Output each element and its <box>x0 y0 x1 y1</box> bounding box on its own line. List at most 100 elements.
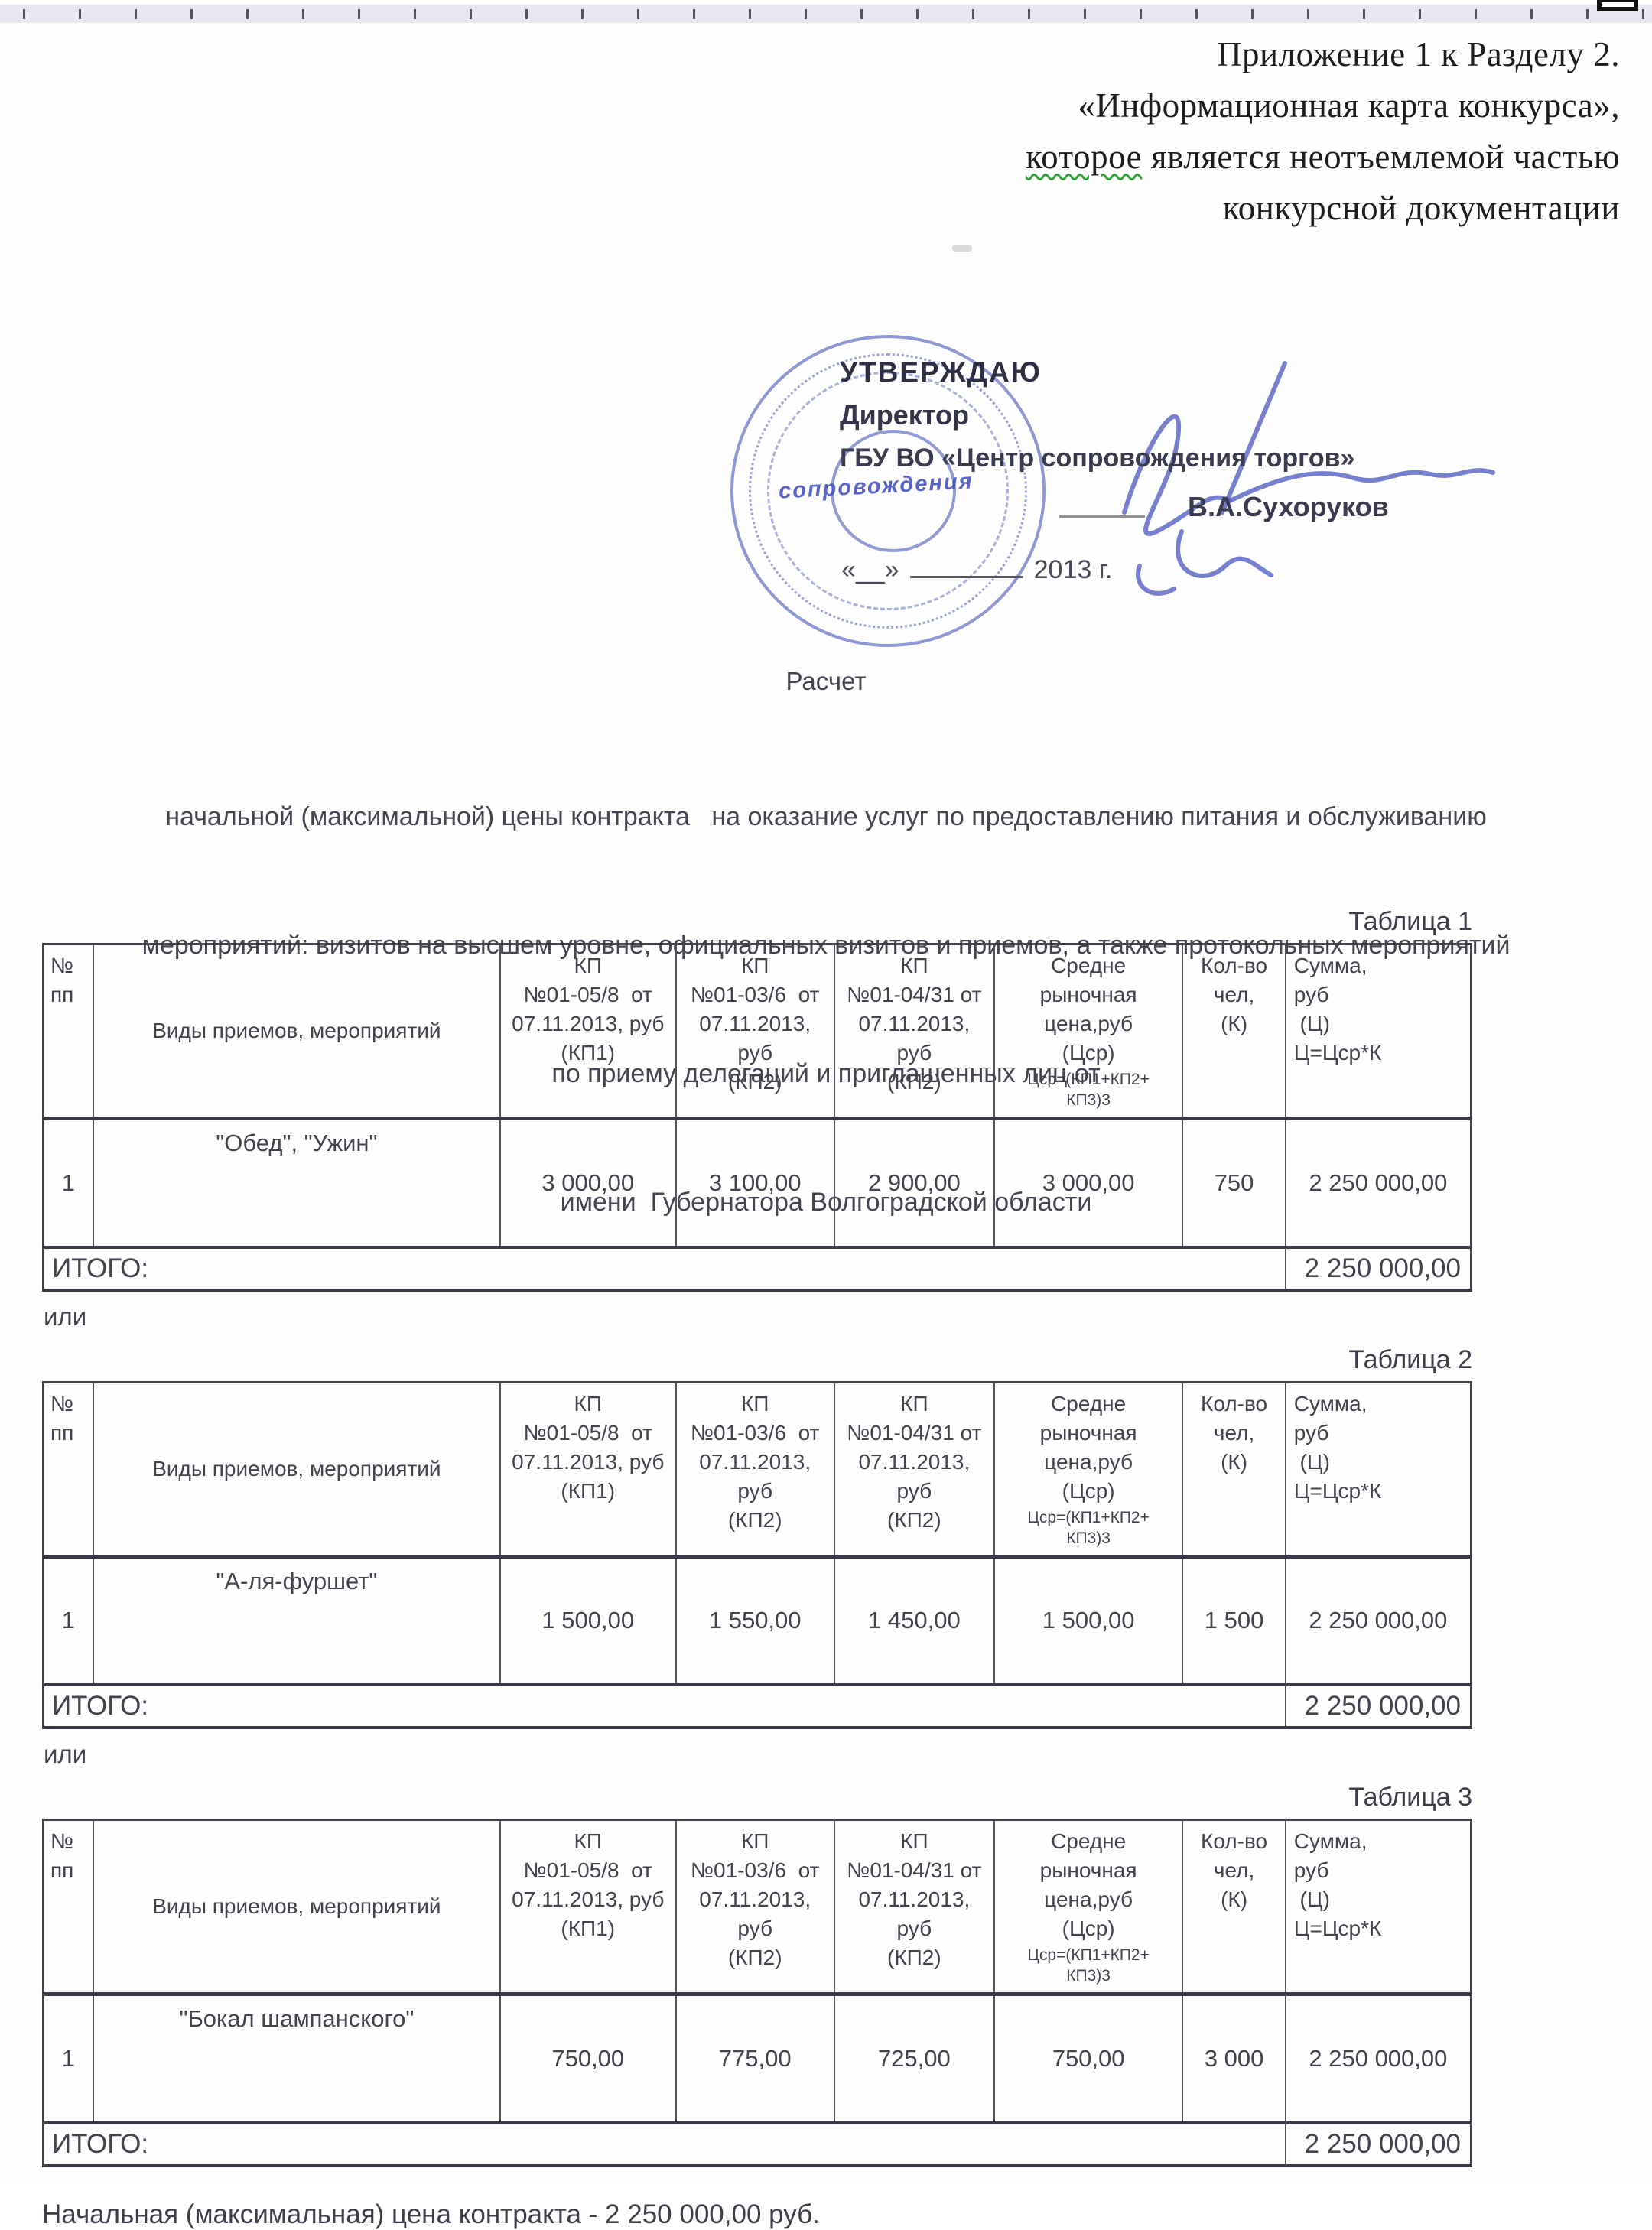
table-cell: 750,00 <box>993 1993 1184 2124</box>
table-cell: 1 450,00 <box>833 1555 995 1686</box>
or-separator: или <box>44 1740 87 1768</box>
total-label: ИТОГО: <box>42 1245 1286 1292</box>
approval-block: сопровождения УТВЕРЖДАЮ Директор ГБУ ВО … <box>0 329 1652 658</box>
table-cell: 2 250 000,00 <box>1284 1555 1472 1686</box>
total-value: 2 250 000,00 <box>1284 2121 1472 2167</box>
column-header: Сумма, руб (Ц) Ц=Цср*К <box>1284 943 1472 1120</box>
table-cell: 2 250 000,00 <box>1284 1117 1472 1248</box>
column-header: Средне рыночная цена,руб (Цср) Цср=(КП1+К… <box>993 1381 1184 1559</box>
table-cell: 2 900,00 <box>833 1117 995 1248</box>
total-row: ИТОГО: 2 250 000,00 <box>42 1245 1472 1292</box>
table-cell: 725,00 <box>833 1993 995 2124</box>
scan-artifact <box>952 245 972 252</box>
table-cell: 1 <box>42 1555 94 1686</box>
total-label: ИТОГО: <box>42 2121 1286 2167</box>
total-row: ИТОГО: 2 250 000,00 <box>42 1683 1472 1729</box>
stamp-outer-ring-icon <box>730 335 1046 647</box>
column-formula: Цср=(КП1+КП2+ КП3)3 <box>1027 1071 1150 1109</box>
table-block-3: Таблица 3 № пп Виды приемов, мероприятий КП… <box>42 1783 1472 2167</box>
column-header: Виды приемов, мероприятий <box>92 1381 501 1559</box>
column-header: КП №01-03/6 от 07.11.2013, руб (КП2) <box>675 943 835 1120</box>
table-cell: "А-ля-фуршет" <box>92 1555 501 1686</box>
table-cell: 1 <box>42 1117 94 1248</box>
contract-price-footer: Начальная (максимальная) цена контракта … <box>42 2199 820 2229</box>
price-table-1: № пп Виды приемов, мероприятий КП №01-05/8… <box>42 943 1472 1292</box>
column-header: № пп <box>42 1381 94 1559</box>
approver-name: В.А.Сухоруков <box>1188 491 1389 522</box>
appendix-header: Приложение 1 к Разделу 2. «Информационна… <box>1026 29 1620 234</box>
header-row: № пп Виды приемов, мероприятий КП №01-05/8… <box>42 1819 1472 1996</box>
price-table-2: № пп Виды приемов, мероприятий КП №01-05/8… <box>42 1380 1472 1729</box>
window-icon[interactable] <box>1597 0 1638 11</box>
column-formula: Цср=(КП1+КП2+ КП3)3 <box>1027 1946 1150 1985</box>
table-cell: 1 500,00 <box>499 1555 677 1686</box>
column-header: КП №01-03/6 от 07.11.2013, руб (КП2) <box>675 1819 835 1996</box>
approver-org: ГБУ ВО «Центр сопровождения торгов» <box>840 444 1355 473</box>
table-3-label: Таблица 3 <box>1348 1783 1472 1812</box>
table-cell: 1 <box>42 1993 94 2124</box>
table-block-1: Таблица 1 № пп Виды приемов, мероприятий КП… <box>42 907 1472 1292</box>
table-cell: 1 500 <box>1182 1555 1286 1686</box>
column-header: Кол-во чел, (К) <box>1182 1381 1286 1559</box>
column-header: Средне рыночная цена,руб (Цср) Цср=(КП1+К… <box>993 1819 1184 1996</box>
appendix-line: конкурсной документации <box>1222 189 1620 227</box>
column-formula: Цср=(КП1+КП2+ КП3)3 <box>1027 1508 1150 1547</box>
approve-label: УТВЕРЖДАЮ <box>840 356 1042 388</box>
date-year: 2013 г. <box>1033 555 1113 584</box>
table-cell: 775,00 <box>675 1993 835 2124</box>
table-cell: 750,00 <box>499 1993 677 2124</box>
column-header: КП №01-05/8 от 07.11.2013, руб (КП1) <box>499 1381 677 1559</box>
column-header: КП №01-03/6 от 07.11.2013, руб (КП2) <box>675 1381 835 1559</box>
table-cell: 750 <box>1182 1117 1286 1248</box>
table-cell: 1 550,00 <box>675 1555 835 1686</box>
date-blank-line <box>909 552 1023 578</box>
column-header: Виды приемов, мероприятий <box>92 943 501 1120</box>
appendix-line: которое является неотъемлемой частью <box>1026 138 1620 176</box>
column-header: Сумма, руб (Ц) Ц=Цср*К <box>1284 1819 1472 1996</box>
column-header: Сумма, руб (Ц) Ц=Цср*К <box>1284 1381 1472 1559</box>
appendix-line: Приложение 1 к Разделу 2. <box>1217 35 1620 73</box>
price-table-3: № пп Виды приемов, мероприятий КП №01-05/8… <box>42 1819 1472 2167</box>
table-row: 1 "Бокал шампанского" 750,00 775,00 725,00 75… <box>42 1993 1472 2124</box>
table-block-2: Таблица 2 № пп Виды приемов, мероприятий КП… <box>42 1344 1472 1729</box>
total-value: 2 250 000,00 <box>1284 1683 1472 1729</box>
column-header: КП №01-04/31 от 07.11.2013, руб (КП2) <box>833 1381 995 1559</box>
table-row: 1 "Обед", "Ужин" 3 000,00 3 100,00 2 900,00 3… <box>42 1117 1472 1248</box>
tables-section: Таблица 1 № пп Виды приемов, мероприятий КП… <box>42 904 1472 2230</box>
approval-date: «__» 2013 г. <box>841 552 1112 585</box>
table-row: 1 "А-ля-фуршет" 1 500,00 1 550,00 1 450,00 1 … <box>42 1555 1472 1686</box>
stamp-inner-circle-icon <box>831 430 956 552</box>
or-separator: или <box>44 1302 87 1331</box>
stamp-text-ring-icon <box>767 372 1009 610</box>
column-header: КП №01-04/31 от 07.11.2013, руб (КП2) <box>833 1819 995 1996</box>
column-header: № пп <box>42 943 94 1120</box>
date-quotes: «__» <box>841 555 899 584</box>
table-1-label: Таблица 1 <box>1348 907 1472 936</box>
table-cell: 3 100,00 <box>675 1117 835 1248</box>
ruler <box>0 5 1652 23</box>
column-header: Кол-во чел, (К) <box>1182 943 1286 1120</box>
spellcheck-word: которое <box>1026 138 1143 176</box>
column-header: Средне рыночная цена,руб (Цср) Цср=(КП1+К… <box>993 943 1184 1120</box>
document-title: Расчет <box>785 667 867 695</box>
column-header: КП №01-05/8 от 07.11.2013, руб (КП1) <box>499 1819 677 1996</box>
signature-icon <box>1122 361 1495 596</box>
table-cell: 3 000 <box>1182 1993 1286 2124</box>
table-2-label: Таблица 2 <box>1348 1344 1472 1374</box>
column-header: КП №01-05/8 от 07.11.2013, руб (КП1) <box>499 943 677 1120</box>
table-cell: 1 500,00 <box>993 1555 1184 1686</box>
table-cell: 3 000,00 <box>993 1117 1184 1248</box>
table-cell: "Бокал шампанского" <box>92 1993 501 2124</box>
header-row: № пп Виды приемов, мероприятий КП №01-05/8… <box>42 1381 1472 1559</box>
total-label: ИТОГО: <box>42 1683 1286 1729</box>
signature-line <box>1059 515 1145 518</box>
column-header: № пп <box>42 1819 94 1996</box>
table-cell: 3 000,00 <box>499 1117 677 1248</box>
stamp-text-ring-icon <box>749 353 1027 629</box>
appendix-line: «Информационная карта конкурса», <box>1078 86 1620 125</box>
total-value: 2 250 000,00 <box>1284 1245 1472 1292</box>
column-header: КП №01-04/31 от 07.11.2013, руб (КП2) <box>833 943 995 1120</box>
column-header: Кол-во чел, (К) <box>1182 1819 1286 1996</box>
table-cell: "Обед", "Ужин" <box>92 1117 501 1248</box>
ruler-ticks <box>23 9 1652 19</box>
